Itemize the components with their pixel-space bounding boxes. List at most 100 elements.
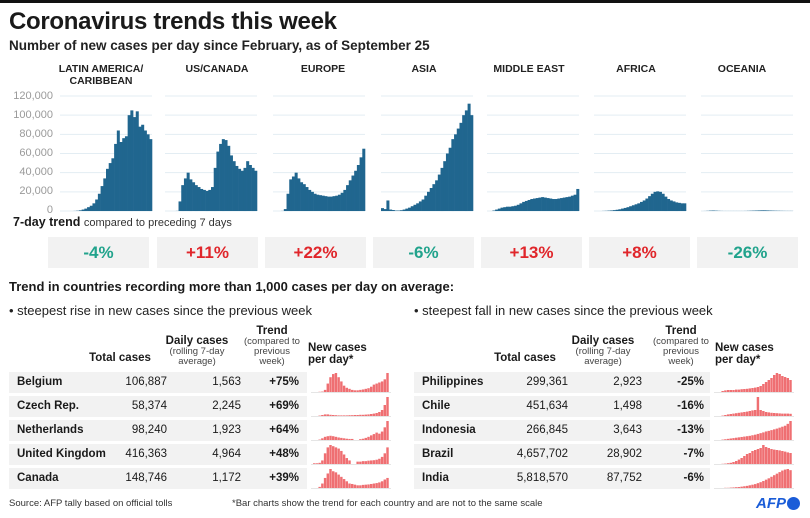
sparkline-bar bbox=[367, 436, 370, 440]
sparkline-bar bbox=[764, 382, 768, 392]
sparkline-bar bbox=[337, 377, 340, 392]
sparkline-bar bbox=[735, 461, 738, 464]
region-chart-2 bbox=[273, 95, 366, 212]
region-bar bbox=[454, 134, 458, 211]
sparkline-bar bbox=[361, 484, 365, 488]
y-tick-label: 120,000 bbox=[13, 90, 53, 102]
sparkline-bar bbox=[356, 390, 359, 392]
region-bar bbox=[194, 185, 198, 212]
region-bar bbox=[200, 188, 204, 211]
sparkline-bar bbox=[743, 412, 746, 416]
sparkline-bar bbox=[783, 377, 787, 392]
sparkline-chart bbox=[714, 421, 794, 441]
sparkline-bar bbox=[364, 388, 368, 392]
region-bar bbox=[138, 126, 142, 211]
sparkline-bar bbox=[370, 483, 373, 488]
sparkline-bar bbox=[372, 434, 376, 440]
sparkline-bar bbox=[740, 436, 743, 440]
sparkline-bar bbox=[326, 414, 330, 416]
trend-box-middle-east: +13% bbox=[481, 237, 582, 268]
region-bar bbox=[675, 202, 679, 212]
sparkline-bar bbox=[724, 390, 727, 392]
sparkline-bar bbox=[332, 415, 335, 416]
sparkline-bar bbox=[775, 413, 779, 416]
region-chart-0 bbox=[60, 95, 153, 212]
sparkline-bar bbox=[783, 425, 787, 440]
sparkline-bar bbox=[351, 438, 354, 440]
sparkline-bar bbox=[745, 454, 749, 464]
daily-cases: 1,923 bbox=[212, 424, 241, 436]
total-cases: 148,746 bbox=[125, 472, 167, 484]
trend-value: +48% bbox=[269, 448, 299, 460]
sparkline-bar bbox=[740, 458, 743, 464]
sparkline-bar bbox=[345, 415, 349, 416]
total-cases: 416,363 bbox=[125, 448, 167, 460]
region-bar bbox=[183, 178, 187, 211]
sparkline-bar bbox=[756, 449, 760, 464]
sparkline-bar bbox=[789, 380, 792, 392]
sparkline-bar bbox=[775, 473, 779, 488]
region-bar bbox=[763, 210, 767, 211]
sparkline-bar bbox=[773, 375, 776, 392]
region-bar bbox=[667, 199, 671, 211]
sparkline-bar bbox=[364, 461, 368, 464]
sparkline-bar bbox=[743, 486, 746, 488]
sparkline-bar bbox=[748, 485, 752, 488]
sparkline-bar bbox=[364, 437, 368, 440]
region-charts bbox=[60, 95, 794, 212]
region-bar bbox=[391, 210, 395, 211]
region-bar bbox=[389, 209, 393, 211]
sparkline-bar bbox=[735, 413, 738, 416]
sparkline-bar bbox=[781, 376, 784, 392]
table-row: Netherlands 98,240 1,923 +64% bbox=[9, 420, 307, 441]
sparkline-bar bbox=[773, 475, 776, 488]
rise-col-total: Total cases bbox=[89, 352, 151, 364]
region-bar bbox=[618, 209, 622, 211]
region-bar bbox=[765, 210, 769, 212]
sparkline-bar bbox=[748, 388, 752, 392]
region-bar bbox=[519, 203, 523, 211]
region-bar bbox=[497, 208, 501, 211]
col-title: Trend bbox=[256, 325, 288, 337]
region-label-oceania: OCEANIA bbox=[717, 63, 767, 75]
region-bar bbox=[84, 208, 88, 211]
total-cases: 58,374 bbox=[131, 400, 167, 412]
sparkline-bar bbox=[786, 423, 790, 440]
region-label-us-canada: US/CANADA bbox=[185, 63, 249, 75]
sparkline-bar bbox=[754, 410, 757, 416]
sparkline-bar bbox=[334, 472, 338, 488]
sparkline-bar bbox=[353, 390, 357, 392]
sparkline-bar bbox=[359, 414, 362, 416]
sparkline-bar bbox=[318, 462, 321, 464]
sparkline-bar bbox=[783, 413, 787, 416]
sparkline-bar bbox=[375, 383, 378, 392]
y-tick-label: 80,000 bbox=[19, 128, 53, 140]
sparkline-bar bbox=[383, 427, 387, 440]
region-bar bbox=[313, 193, 317, 211]
sparkline-bar bbox=[729, 438, 733, 440]
sparkline-bar bbox=[762, 445, 765, 464]
trend-value: +69% bbox=[269, 400, 299, 412]
sparkline-chart bbox=[311, 373, 391, 393]
region-bar bbox=[243, 167, 247, 212]
region-bar bbox=[116, 130, 120, 211]
region-bar bbox=[464, 110, 468, 212]
sparkline-bar bbox=[745, 411, 749, 416]
region-bar bbox=[533, 198, 537, 211]
trend-box-us-canada: +11% bbox=[157, 237, 258, 268]
sparkline-bar bbox=[735, 437, 738, 440]
sparkline-bar bbox=[751, 388, 754, 392]
sparkline-bar bbox=[340, 381, 343, 392]
region-bar bbox=[386, 200, 390, 211]
region-bar bbox=[470, 115, 474, 211]
sparkline-bar bbox=[359, 389, 362, 392]
trend-box-oceania: -26% bbox=[697, 237, 798, 268]
sparkline-bar bbox=[386, 447, 389, 465]
sparkline-bar bbox=[337, 448, 340, 464]
sparkline-bar bbox=[340, 437, 343, 440]
sparkline-bar bbox=[313, 463, 316, 464]
region-bar bbox=[327, 196, 331, 212]
region-bar bbox=[235, 165, 239, 211]
sparkline-bar bbox=[778, 427, 781, 440]
region-bar bbox=[340, 192, 344, 211]
